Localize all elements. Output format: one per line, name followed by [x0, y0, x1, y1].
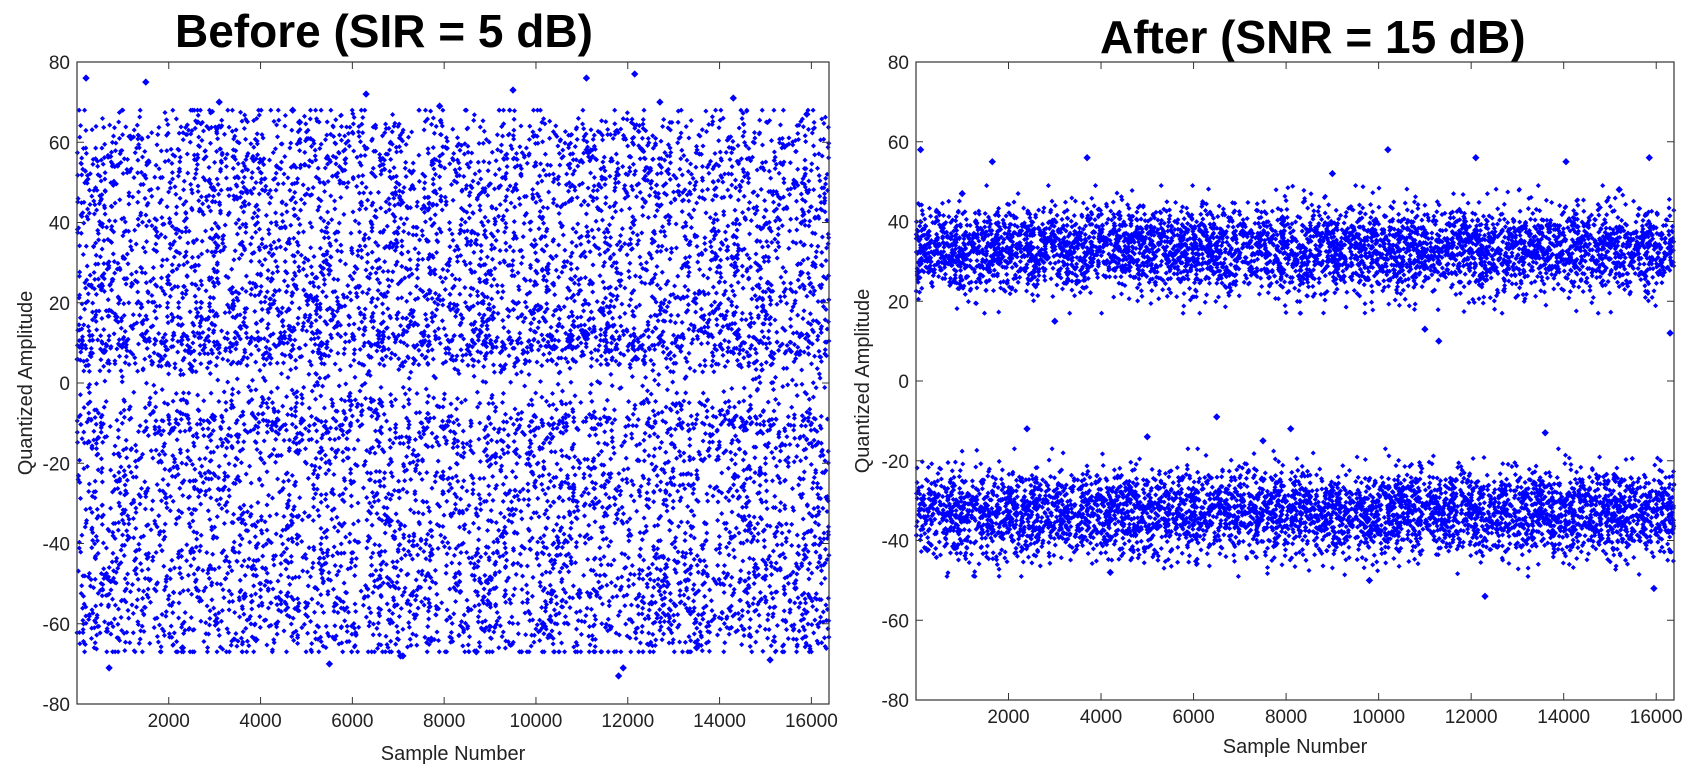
x-axis-label: Sample Number	[381, 743, 526, 764]
x-tick-label: 14000	[693, 711, 746, 732]
x-tick-label: 12000	[601, 711, 654, 732]
data-point	[539, 620, 547, 628]
y-tick-label: -60	[43, 615, 70, 636]
y-axis-label: Quantized Amplitude	[852, 289, 874, 474]
y-tick-label: -20	[43, 454, 70, 475]
x-tick-label: 6000	[331, 711, 373, 732]
plot-area	[916, 62, 1674, 700]
y-axis-label: Quantized Amplitude	[15, 291, 37, 476]
y-tick-label: 20	[888, 292, 909, 313]
data-point	[325, 660, 334, 668]
data-point	[289, 106, 297, 114]
y-tick-label: 40	[49, 214, 70, 235]
data-point	[1259, 437, 1267, 445]
data-point	[656, 98, 664, 106]
data-point	[362, 90, 370, 98]
x-tick-label: 6000	[1172, 707, 1214, 728]
x-tick-label: 2000	[148, 711, 190, 732]
data-point	[144, 158, 152, 166]
y-tick-label: -80	[882, 691, 909, 712]
x-tick-label: 16000	[785, 711, 838, 732]
data-point	[1435, 337, 1443, 345]
data-point	[1287, 425, 1295, 433]
y-tick-label: -20	[882, 452, 909, 473]
data-point	[1365, 576, 1374, 585]
y-tick-label: 80	[888, 53, 909, 74]
y-tick-label: 20	[49, 294, 70, 315]
data-point	[105, 664, 113, 672]
x-tick-label: 4000	[1080, 707, 1122, 728]
data-point	[1106, 568, 1114, 577]
data-point	[472, 648, 480, 656]
data-point	[1472, 154, 1480, 162]
data-point	[100, 347, 109, 355]
y-tick-label: -40	[43, 535, 70, 556]
data-point	[1650, 584, 1658, 593]
y-tick-label: 80	[49, 53, 70, 74]
y-tick-label: -40	[882, 532, 909, 553]
data-point	[546, 632, 554, 640]
x-axis-label: Sample Number	[1223, 736, 1368, 758]
x-tick-label: 4000	[239, 711, 281, 732]
y-tick-label: 60	[888, 133, 909, 154]
data-point	[614, 672, 623, 680]
data-point	[1051, 317, 1059, 325]
x-tick-label: 16000	[1630, 707, 1683, 728]
x-tick-label: 14000	[1537, 707, 1590, 728]
x-tick-label: 10000	[510, 711, 563, 732]
y-tick-label: -80	[43, 695, 70, 716]
data-point	[252, 636, 260, 644]
x-tick-label: 10000	[1352, 707, 1405, 728]
data-point	[1023, 425, 1031, 433]
scatter-cloud	[913, 183, 1677, 579]
data-point	[435, 102, 444, 110]
y-tick-label: 0	[898, 372, 909, 393]
scatter-cloud	[74, 107, 832, 655]
x-tick-label: 12000	[1445, 707, 1498, 728]
data-point	[958, 189, 966, 198]
data-point	[1541, 429, 1549, 437]
data-point	[631, 70, 639, 78]
data-point	[142, 78, 150, 86]
x-tick-label: 8000	[423, 711, 465, 732]
y-tick-label: -60	[882, 611, 909, 632]
plot-panel-after: 80 60 40 20 0 -20 -40 -60 -80 2000 4000 6000 8000 100…	[852, 53, 1683, 758]
data-point	[396, 652, 405, 660]
chart-title-before: Before (SIR = 5 dB)	[175, 5, 593, 57]
data-point	[692, 644, 701, 652]
x-tick-label: 2000	[987, 707, 1029, 728]
y-tick-label: 60	[49, 133, 70, 154]
data-point	[215, 98, 223, 106]
data-point	[1645, 154, 1653, 162]
chart-title-after: After (SNR = 15 dB)	[1100, 11, 1526, 63]
y-tick-label: 0	[59, 374, 70, 395]
data-point	[295, 118, 304, 126]
data-point	[766, 656, 774, 664]
data-point	[1481, 592, 1489, 600]
x-tick-label: 8000	[1265, 707, 1307, 728]
plot-panel-before: 80 60 40 20 0 -20 -40 -60 -80 2000 4000 6000 8000 100…	[15, 53, 838, 764]
data-point	[619, 664, 627, 672]
y-tick-label: 40	[888, 213, 909, 234]
data-point	[82, 74, 90, 82]
